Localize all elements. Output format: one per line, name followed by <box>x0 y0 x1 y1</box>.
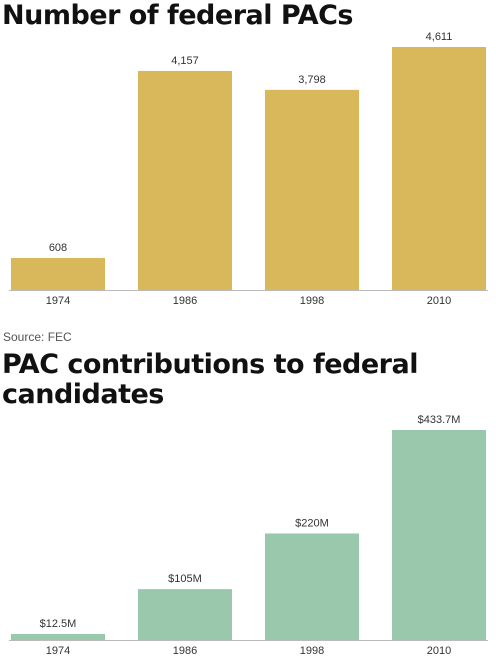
pacs-value-label: 608 <box>49 242 67 254</box>
pacs-bar-2010 <box>392 47 486 290</box>
pacs-category-label: 1986 <box>173 295 197 307</box>
pacs-bar-1974 <box>11 257 105 290</box>
pacs-category-label: 1974 <box>46 295 70 307</box>
contributions-category-label: 2010 <box>427 645 451 657</box>
contributions-value-label: $433.7M <box>418 414 461 426</box>
pacs-value-label: 3,798 <box>298 74 326 86</box>
contributions-category-label: 1974 <box>46 645 70 657</box>
chart-title-contributions: PAC contributions to federal candidates <box>2 349 418 410</box>
source-note: Source: FEC <box>3 330 72 344</box>
contributions-category-label: 1986 <box>173 645 197 657</box>
pacs-category-label: 2010 <box>427 295 451 307</box>
contributions-bar-1986 <box>138 589 232 640</box>
contributions-bar-1974 <box>11 633 105 640</box>
contributions-value-label: $105M <box>168 573 202 585</box>
contributions-bar-1998 <box>265 533 359 640</box>
contributions-bar-2010 <box>392 430 486 640</box>
pacs-bar-1986 <box>138 70 232 290</box>
chart-title-pacs: Number of federal PACs <box>2 0 353 31</box>
contributions-category-label: 1998 <box>300 645 324 657</box>
contributions-value-label: $220M <box>295 517 329 529</box>
pacs-value-label: 4,157 <box>171 55 199 67</box>
pac-count-chart: 608 1974 4,157 1986 3,798 1998 4,611 2010 <box>9 31 488 307</box>
contributions-value-label: $12.5M <box>40 618 77 630</box>
pacs-value-label: 4,611 <box>426 31 453 43</box>
pacs-category-label: 1998 <box>300 295 324 307</box>
pacs-bar-1998 <box>265 89 359 290</box>
